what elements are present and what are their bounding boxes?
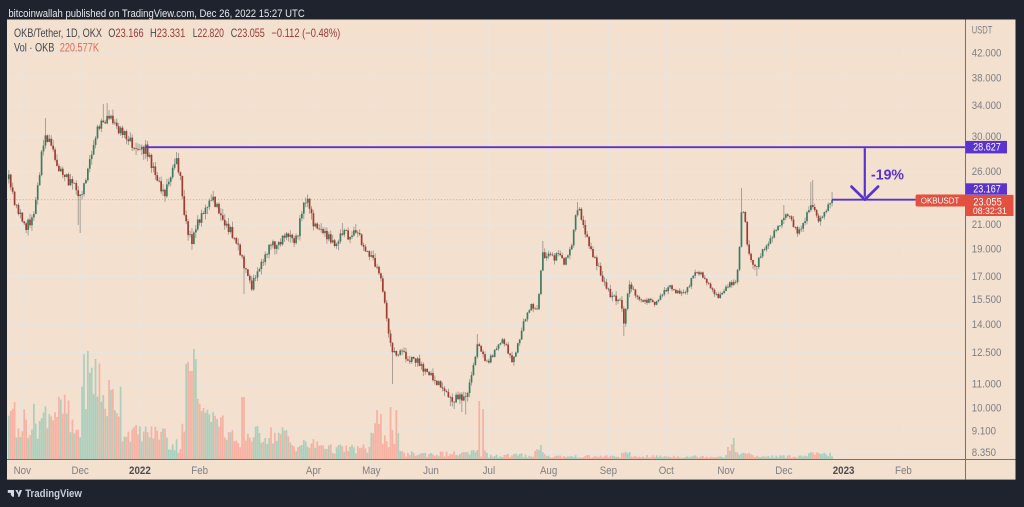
svg-text:42.000: 42.000 (972, 48, 1002, 60)
svg-text:2022: 2022 (129, 465, 151, 477)
svg-text:23.055: 23.055 (973, 196, 1002, 208)
svg-text:30.000: 30.000 (972, 131, 1002, 143)
svg-text:9.100: 9.100 (972, 426, 996, 438)
svg-text:USDT: USDT (972, 24, 993, 36)
svg-text:11.000: 11.000 (972, 379, 1002, 391)
svg-text:19.000: 19.000 (972, 244, 1002, 256)
svg-text:Vol · OKB: Vol · OKB (14, 41, 54, 55)
svg-text:Feb: Feb (191, 465, 208, 477)
svg-text:38.000: 38.000 (972, 72, 1002, 84)
svg-text:Aug: Aug (540, 465, 557, 477)
svg-text:Dec: Dec (775, 465, 793, 477)
svg-text:Jun: Jun (423, 465, 439, 477)
svg-text:Oct: Oct (659, 465, 674, 477)
svg-text:15.500: 15.500 (972, 294, 1002, 306)
svg-text:Dec: Dec (71, 465, 89, 477)
svg-text:21.000: 21.000 (972, 219, 1002, 231)
svg-text:C23.055: C23.055 (231, 26, 265, 40)
svg-text:26.000: 26.000 (972, 166, 1002, 178)
svg-text:23.167: 23.167 (973, 183, 1000, 195)
svg-text:OKBUSDT: OKBUSDT (921, 195, 960, 205)
svg-text:12.500: 12.500 (972, 347, 1002, 359)
svg-text:TradingView: TradingView (25, 488, 82, 500)
svg-text:Sep: Sep (600, 465, 617, 477)
svg-text:220.577K: 220.577K (60, 41, 99, 55)
svg-text:Feb: Feb (895, 465, 912, 477)
svg-text:8.350: 8.350 (972, 447, 996, 459)
svg-text:08:32:31: 08:32:31 (973, 206, 1007, 216)
svg-text:2023: 2023 (833, 465, 855, 477)
svg-text:L22.820: L22.820 (193, 26, 225, 40)
svg-text:Apr: Apr (306, 465, 321, 477)
svg-text:OKB/Tether, 1D, OKX: OKB/Tether, 1D, OKX (14, 26, 102, 40)
svg-text:17.000: 17.000 (972, 271, 1002, 283)
svg-text:28.627: 28.627 (973, 142, 1001, 154)
svg-text:Nov: Nov (717, 465, 735, 477)
svg-text:14.000: 14.000 (972, 319, 1002, 331)
svg-text:O23.166: O23.166 (108, 26, 144, 40)
svg-text:H23.331: H23.331 (150, 26, 186, 40)
svg-text:bitcoinwallah published on Tra: bitcoinwallah published on TradingView.c… (8, 8, 304, 20)
svg-text:34.000: 34.000 (972, 100, 1002, 112)
svg-text:-19%: -19% (871, 167, 904, 184)
svg-text:10.000: 10.000 (972, 402, 1002, 414)
svg-text:Nov: Nov (14, 465, 32, 477)
svg-text:−0.112 (−0.48%): −0.112 (−0.48%) (271, 26, 340, 40)
svg-text:May: May (362, 465, 381, 477)
svg-text:Jul: Jul (483, 465, 496, 477)
